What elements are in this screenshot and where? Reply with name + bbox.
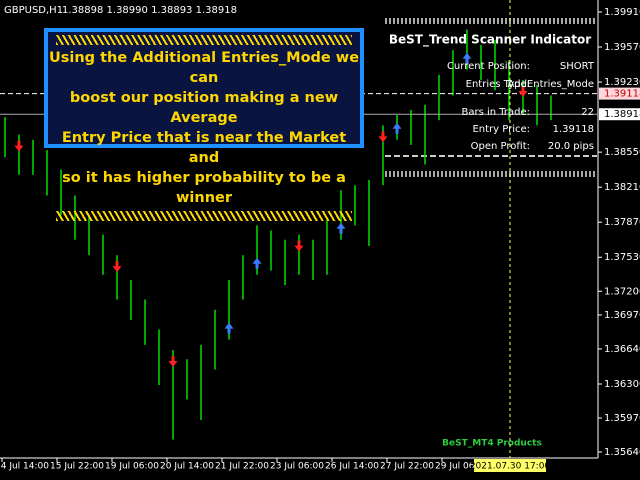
signal-up (392, 122, 402, 134)
entry-label: 1.39118 (604, 89, 640, 100)
x-tick-label: 27 Jul 22:00 (380, 462, 434, 472)
panel-value: 1.39118 (553, 124, 594, 135)
cursor-time: 2021.07.30 17:00 (470, 462, 551, 472)
x-tick-label: 29 Jul 06:00 (435, 462, 489, 472)
panel-value: 20.0 pips (548, 141, 594, 152)
hatch (56, 211, 352, 221)
watermark: BeST_MT4 Products (442, 439, 542, 449)
x-tick-label: 14 Jul 14:00 (0, 462, 49, 472)
y-tick-label: 1.35970 (604, 413, 640, 424)
panel-stripes (385, 18, 597, 177)
panel-label: Entries Type: (466, 79, 530, 90)
x-tick-label: 23 Jul 06:00 (270, 462, 324, 472)
quote: 1.38898 1.38990 1.38893 1.38918 (62, 5, 237, 16)
signal-up (462, 52, 472, 64)
signal-down (112, 261, 122, 273)
y-tick-label: 1.38550 (604, 147, 640, 158)
bid-marker (599, 108, 640, 121)
callout-line: Entry Price that is near the Market and (61, 130, 347, 166)
signal-down (168, 355, 178, 367)
y-tick-label: 1.37200 (604, 286, 640, 297)
callout-line: so it has higher probability to be a win… (62, 170, 346, 206)
y-tick-label: 1.39230 (604, 77, 640, 88)
panel-label: Entry Price: (472, 124, 530, 135)
y-tick-label: 1.38210 (604, 182, 640, 193)
y-tick-label: 1.37870 (604, 217, 640, 228)
panel-value: 22 (581, 107, 594, 118)
panel-label: Bars in Trade: (461, 107, 530, 118)
callout-line: Using the Additional Entries_Mode we can (48, 50, 360, 86)
callout-text: Using the Additional Entries_Mode we can… (48, 48, 360, 208)
x-tick-label: 21 Jul 22:00 (215, 462, 269, 472)
signal-down (518, 86, 528, 98)
y-tick-label: 1.36300 (604, 379, 640, 390)
symbol: GBPUSD,H1 (4, 5, 63, 16)
y-tick-label: 1.36640 (604, 344, 640, 355)
y-tick-label: 1.36970 (604, 310, 640, 321)
signal-up (224, 322, 234, 334)
x-tick-label: 19 Jul 06:00 (105, 462, 159, 472)
x-tick-label: 15 Jul 22:00 (50, 462, 104, 472)
y-tick-label: 1.35640 (604, 447, 640, 458)
panel-title: BeST_Trend Scanner Indicator (389, 33, 591, 48)
signal-down (294, 240, 304, 252)
signal-down (378, 131, 388, 143)
panel-label: Current Position: (447, 61, 530, 72)
callout: Using the Additional Entries_Mode we can… (44, 28, 364, 221)
bid-label: 1.38918 (604, 109, 640, 120)
signal-down (14, 140, 24, 152)
panel-value: AddEntries_Mode (508, 79, 594, 90)
x-tick-label: 26 Jul 14:00 (325, 462, 379, 472)
hatch (56, 35, 352, 45)
y-tick-label: 1.39910 (604, 7, 640, 18)
cursor-time-box (474, 459, 546, 472)
signal-up (252, 257, 262, 269)
signal-up (336, 222, 346, 234)
y-tick-label: 1.39570 (604, 42, 640, 53)
callout-line: boost our position making a new Average (69, 90, 339, 126)
entry-marker (599, 87, 640, 100)
panel-value: SHORT (560, 61, 595, 72)
y-tick-label: 1.37530 (604, 252, 640, 263)
x-tick-label: 20 Jul 14:00 (160, 462, 214, 472)
panel-label: Open Profit: (471, 141, 530, 152)
